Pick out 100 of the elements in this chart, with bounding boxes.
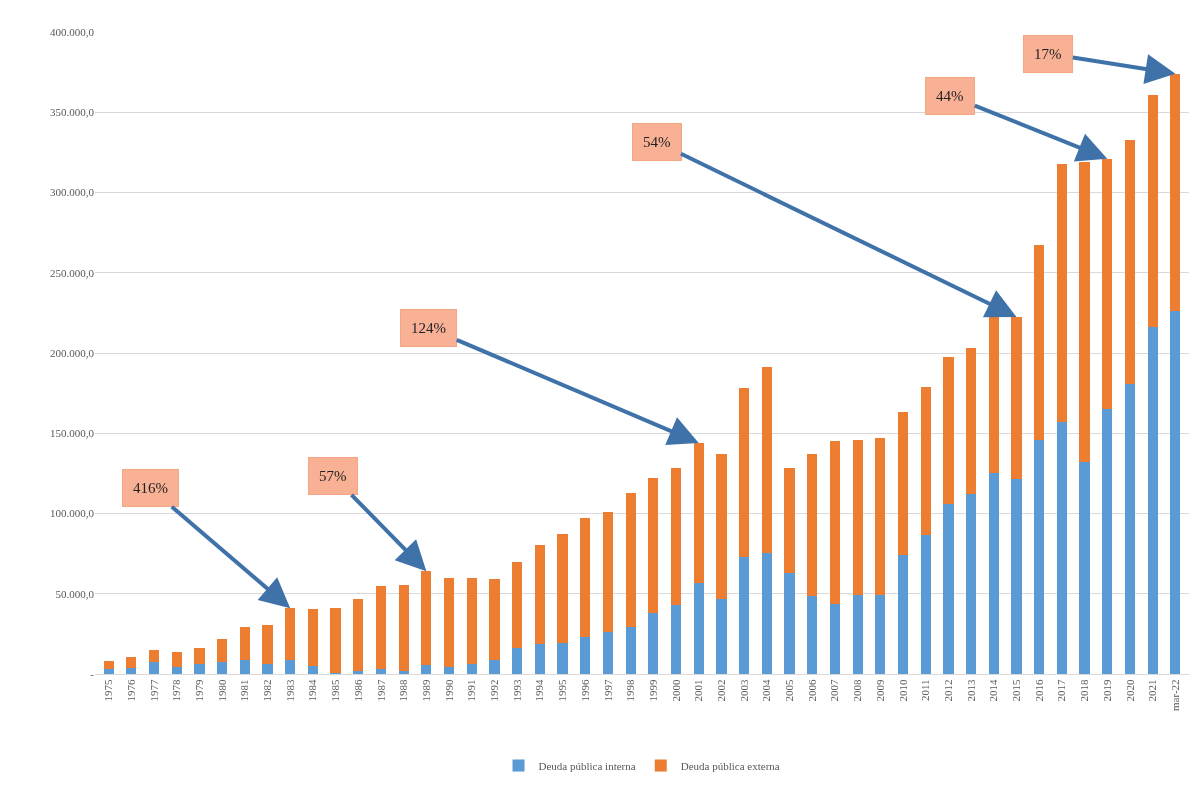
bar (1079, 462, 1090, 674)
bar (103, 660, 114, 670)
bar (285, 659, 296, 674)
bar (307, 665, 318, 674)
bar (784, 467, 795, 573)
bar (353, 598, 364, 671)
x-tick-label: 2014 (987, 678, 1000, 702)
y-tick-label: 300.000,0 (50, 186, 95, 199)
bar (1056, 163, 1067, 423)
x-tick-label: 1983 (283, 678, 296, 702)
bar (171, 652, 182, 667)
bar (852, 595, 863, 674)
x-tick-label: 1996 (578, 678, 591, 702)
bar (648, 613, 659, 674)
bar (217, 639, 228, 662)
x-tick-label: 2000 (669, 678, 682, 702)
x-tick-label: 2002 (715, 679, 728, 702)
bar (443, 666, 455, 674)
x-tick-label: 2016 (1032, 678, 1045, 702)
x-tick-label: 2006 (805, 678, 818, 702)
bar (852, 439, 863, 596)
y-tick-label: 150.000,0 (50, 427, 95, 440)
x-tick-label: 1989 (419, 678, 432, 702)
x-tick-label: 1980 (215, 678, 228, 702)
bar (761, 367, 772, 553)
bar (217, 661, 228, 674)
y-tick-label: 400.000,0 (50, 25, 95, 38)
x-tick-label: 1975 (102, 678, 115, 702)
x-tick-label: 2017 (1055, 678, 1068, 702)
bar (829, 441, 841, 605)
x-tick-label: 1991 (465, 679, 478, 702)
x-tick-label: 1999 (646, 678, 659, 702)
bar (897, 555, 909, 674)
bar (1056, 422, 1067, 674)
legend-label: Deuda pública interna (538, 759, 636, 772)
bar (557, 534, 568, 643)
x-tick-label: 2007 (828, 678, 841, 702)
bar (625, 626, 636, 674)
bar (239, 659, 250, 674)
x-tick-label: 1985 (329, 678, 342, 702)
x-tick-label: 1982 (261, 679, 274, 702)
bar (1124, 383, 1136, 674)
bar (103, 669, 114, 674)
bar (807, 454, 818, 597)
bar (398, 670, 409, 674)
bar (966, 494, 977, 674)
x-tick-label: 2003 (737, 678, 750, 702)
bar (988, 472, 999, 674)
bar (466, 663, 477, 674)
x-tick-label: 1987 (374, 678, 387, 702)
bar (875, 595, 886, 674)
annotation: 54% (643, 134, 671, 150)
bar (353, 670, 364, 674)
y-tick-label: - (90, 667, 95, 680)
bar (602, 632, 614, 674)
y-tick-label: 50.000,0 (55, 587, 95, 600)
bar (375, 585, 387, 670)
bar (966, 348, 977, 495)
bar (1124, 139, 1136, 384)
bar (1034, 440, 1045, 674)
x-tick-label: 2010 (896, 678, 909, 702)
bar (194, 664, 205, 674)
bar (512, 561, 523, 649)
x-tick-label: 2008 (851, 678, 864, 702)
annotation: 17% (1034, 46, 1062, 62)
bar (307, 609, 318, 666)
x-tick-label: 2001 (692, 679, 705, 702)
bar (1170, 311, 1181, 674)
bar (670, 604, 682, 674)
bar (512, 648, 523, 674)
x-tick-label: 1997 (601, 678, 614, 702)
bar (148, 649, 160, 662)
bar (534, 544, 545, 644)
bar (398, 584, 409, 671)
bar (897, 412, 909, 556)
y-tick-label: 250.000,0 (50, 266, 95, 279)
bar (1034, 245, 1045, 441)
bar (239, 626, 250, 660)
annotation: 124% (411, 320, 446, 336)
bar (580, 637, 591, 674)
bar (943, 503, 954, 674)
bar (126, 657, 137, 668)
bar (171, 666, 182, 674)
bar (580, 518, 591, 638)
x-tick-label: mar-22 (1168, 679, 1181, 711)
x-tick-label: 2012 (941, 679, 954, 702)
bar (761, 552, 772, 674)
bar (557, 642, 568, 674)
bar (875, 438, 886, 596)
bar (829, 604, 841, 674)
x-tick-label: 2005 (783, 678, 796, 702)
bar (1147, 327, 1158, 674)
bar (375, 669, 387, 674)
x-tick-label: 2020 (1123, 678, 1136, 702)
bar (739, 387, 750, 557)
annotation: 416% (133, 480, 168, 496)
x-tick-label: 1998 (624, 678, 637, 702)
bar (943, 357, 954, 504)
annotation: 57% (319, 468, 347, 484)
x-tick-label: 1984 (306, 678, 319, 702)
